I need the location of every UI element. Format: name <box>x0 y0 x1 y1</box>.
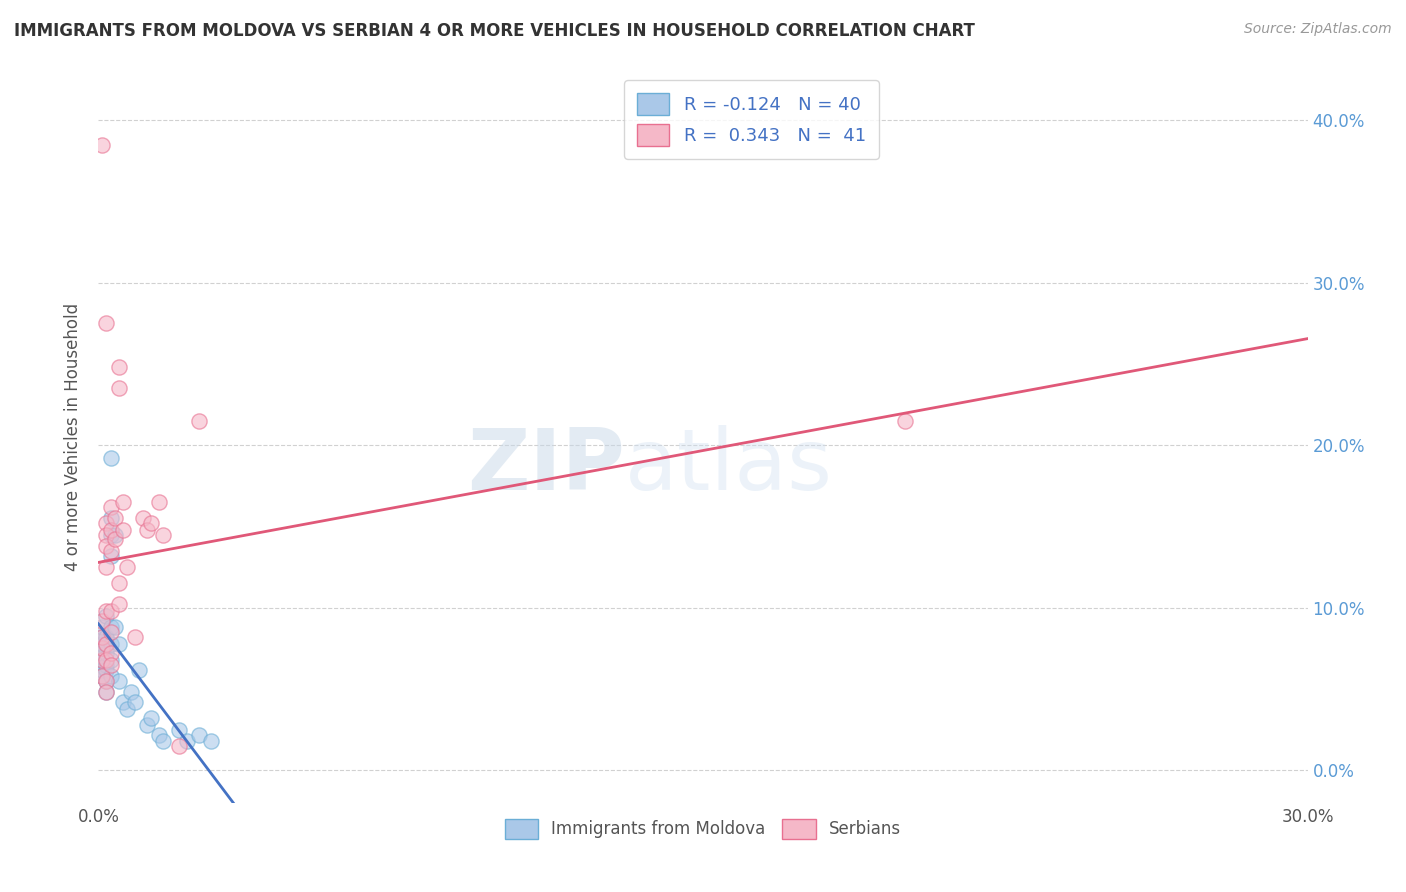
Point <box>100 604 122 618</box>
Point <box>124 695 146 709</box>
Point <box>132 511 155 525</box>
Point <box>152 734 174 748</box>
Point <box>107 598 129 612</box>
Text: atlas: atlas <box>624 425 832 508</box>
Point <box>120 685 142 699</box>
Point <box>96 560 118 574</box>
Point <box>91 614 114 628</box>
Point <box>96 663 118 677</box>
Point <box>100 451 122 466</box>
Point <box>91 669 114 683</box>
Point <box>96 673 118 688</box>
Point <box>96 539 118 553</box>
Point <box>91 653 114 667</box>
Point <box>103 620 125 634</box>
Point <box>100 511 122 525</box>
Point <box>100 620 122 634</box>
Point <box>103 533 125 547</box>
Point <box>96 516 118 531</box>
Point <box>107 576 129 591</box>
Point <box>91 630 114 644</box>
Point <box>100 636 122 650</box>
Point <box>91 669 114 683</box>
Point <box>167 739 190 753</box>
Point <box>188 414 211 428</box>
Point <box>107 636 129 650</box>
Point <box>96 646 118 660</box>
Point <box>100 646 122 660</box>
Point <box>96 636 118 650</box>
Point <box>107 360 129 375</box>
Text: Source: ZipAtlas.com: Source: ZipAtlas.com <box>1244 22 1392 37</box>
Point <box>100 669 122 683</box>
Point <box>96 527 118 541</box>
Point <box>111 695 134 709</box>
Point <box>148 727 170 741</box>
Point <box>111 523 134 537</box>
Point <box>176 734 198 748</box>
Point <box>103 511 125 525</box>
Point <box>91 641 114 656</box>
Point <box>103 527 125 541</box>
Point <box>96 653 118 667</box>
Point <box>124 630 146 644</box>
Y-axis label: 4 or more Vehicles in Household: 4 or more Vehicles in Household <box>65 303 83 571</box>
Point <box>188 727 211 741</box>
Text: IMMIGRANTS FROM MOLDOVA VS SERBIAN 4 OR MORE VEHICLES IN HOUSEHOLD CORRELATION C: IMMIGRANTS FROM MOLDOVA VS SERBIAN 4 OR … <box>14 22 974 40</box>
Point <box>91 646 114 660</box>
Point <box>100 544 122 558</box>
Point <box>91 653 114 667</box>
Point <box>100 653 122 667</box>
Point <box>96 604 118 618</box>
Point <box>100 500 122 514</box>
Point <box>91 620 114 634</box>
Point <box>135 718 157 732</box>
Point <box>148 495 170 509</box>
Point <box>107 381 129 395</box>
Point <box>115 560 138 574</box>
Point <box>115 701 138 715</box>
Point <box>111 495 134 509</box>
Point <box>96 657 118 672</box>
Point <box>96 636 118 650</box>
Point <box>152 527 174 541</box>
Point <box>96 685 118 699</box>
Point <box>91 630 114 644</box>
Point <box>91 636 114 650</box>
Point <box>107 673 129 688</box>
Point <box>100 549 122 563</box>
Point <box>96 685 118 699</box>
Point <box>100 625 122 640</box>
Point <box>139 516 162 531</box>
Point <box>139 711 162 725</box>
Point <box>135 523 157 537</box>
Point <box>100 523 122 537</box>
Point <box>167 723 190 737</box>
Text: ZIP: ZIP <box>467 425 624 508</box>
Legend: Immigrants from Moldova, Serbians: Immigrants from Moldova, Serbians <box>498 812 908 846</box>
Point <box>200 734 222 748</box>
Point <box>96 608 118 623</box>
Point <box>96 673 118 688</box>
Point <box>91 137 114 152</box>
Point <box>128 663 150 677</box>
Point <box>893 414 915 428</box>
Point <box>96 630 118 644</box>
Point <box>96 316 118 330</box>
Point <box>100 527 122 541</box>
Point <box>100 657 122 672</box>
Point <box>91 663 114 677</box>
